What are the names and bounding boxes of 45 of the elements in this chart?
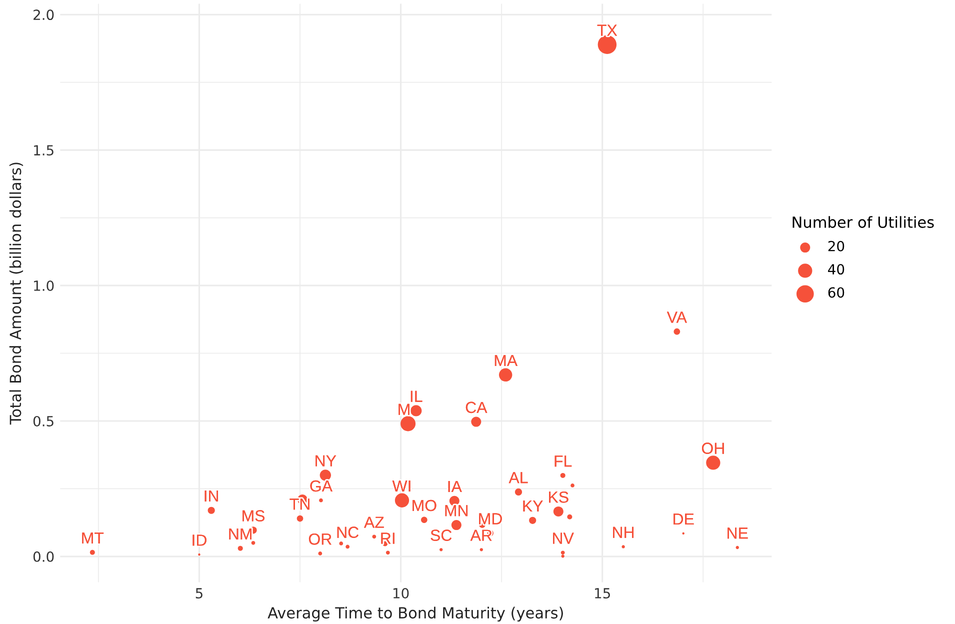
- legend-title: Number of Utilities: [792, 216, 934, 228]
- annotation: NH: [613, 526, 634, 538]
- annotation: MT: [82, 532, 104, 544]
- annotation: NC: [337, 526, 358, 538]
- annotation: IN: [204, 490, 218, 502]
- annotation: NV: [553, 532, 574, 544]
- y-tick-label: 0.5: [33, 416, 54, 426]
- annotation: DE: [674, 514, 694, 525]
- annotation: MD: [479, 513, 502, 524]
- annotation: MA: [494, 355, 518, 366]
- annotation: CA: [466, 402, 488, 414]
- x-axis-title: Average Time to Bond Maturity (years): [268, 606, 563, 622]
- annotation: RI: [381, 532, 394, 544]
- x-tick-label: 15: [595, 588, 610, 598]
- annotation: KY: [523, 500, 543, 512]
- annotation: OR: [308, 533, 332, 545]
- annotation: TX: [597, 24, 618, 36]
- annotation: ID: [192, 534, 206, 546]
- y-tick-label: 0.0: [33, 551, 54, 562]
- y-axis-title: Total Bond Amount (billion dollars): [9, 162, 24, 425]
- annotation: IA: [448, 481, 462, 492]
- annotation: AZ: [364, 516, 384, 528]
- annotation: OH: [702, 442, 724, 454]
- legend-label: 60: [828, 287, 844, 298]
- annotation: AL: [508, 472, 528, 484]
- annotation: SC: [430, 530, 452, 541]
- y-tick-label: 1.5: [34, 145, 54, 156]
- legend-label: 20: [828, 240, 844, 252]
- annotation: IL: [410, 390, 422, 402]
- annotation: GA: [310, 480, 332, 492]
- y-tick-label: 1.0: [34, 280, 54, 291]
- annotation: WI: [392, 480, 410, 492]
- annotation: FL: [554, 456, 572, 467]
- annotation: NY: [316, 455, 336, 466]
- legend-label: 40: [828, 264, 844, 275]
- annotation: KS: [549, 491, 568, 503]
- annotation: MN: [445, 505, 468, 516]
- annotation: M: [398, 404, 410, 415]
- annotation: VA: [666, 312, 687, 323]
- x-tick-label: 10: [393, 588, 409, 598]
- x-tick-label: 5: [196, 588, 202, 598]
- y-tick-label: 2.0: [34, 10, 54, 20]
- annotation: MO: [412, 500, 436, 512]
- annotation: MS: [242, 510, 264, 522]
- annotation: NE: [728, 528, 748, 539]
